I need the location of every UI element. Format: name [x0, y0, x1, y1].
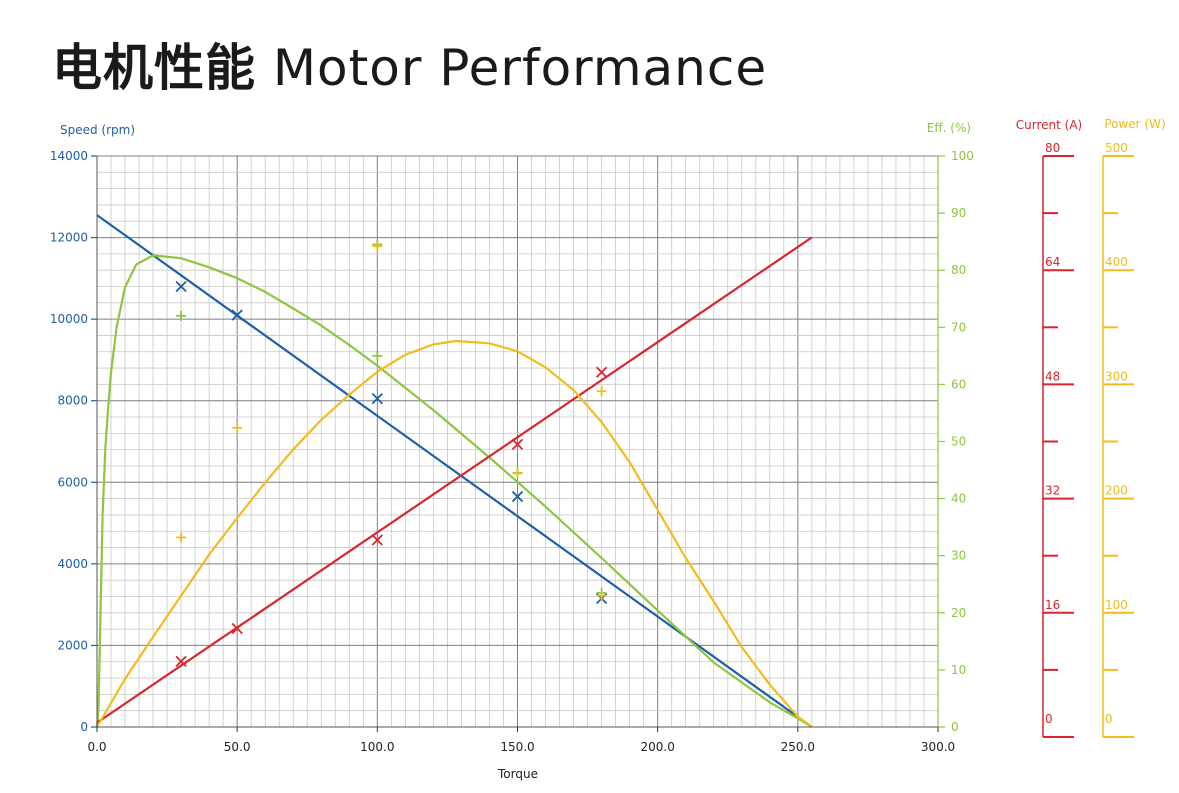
torque-tick-label: 50.0 [224, 740, 251, 754]
efficiency-tick-label: 20 [951, 606, 966, 620]
torque-tick-label: 100.0 [360, 740, 394, 754]
power-tick-label: 500 [1105, 141, 1128, 155]
power-tick-label: 400 [1105, 255, 1128, 269]
data-point-plus [596, 386, 607, 397]
data-point-x [371, 393, 383, 405]
data-point-plus [232, 422, 243, 433]
efficiency-tick-label: 100 [951, 149, 974, 163]
efficiency-tick-label: 80 [951, 263, 966, 277]
marker-stroke [371, 534, 383, 546]
data-point-plus [596, 590, 607, 601]
marker-stroke [231, 309, 243, 321]
marker-stroke [175, 280, 187, 293]
title-chinese: 电机性能 [52, 39, 256, 97]
efficiency-tick-label: 90 [951, 206, 966, 220]
current-tick-label: 32 [1045, 484, 1060, 498]
data-point-plus [512, 468, 523, 479]
page-title: 电机性能 Motor Performance [52, 28, 767, 100]
speed-axis-label: Speed (rpm) [60, 123, 135, 137]
data-point-x [175, 280, 187, 293]
marker-stroke [371, 393, 383, 405]
current-tick-label: 64 [1045, 255, 1060, 269]
marker-stroke [511, 438, 524, 450]
data-point-x [371, 534, 383, 546]
data-point-plus [372, 241, 383, 252]
efficiency-tick-label: 70 [951, 320, 966, 334]
current-tick-label: 48 [1045, 369, 1060, 383]
torque-tick-label: 0.0 [87, 740, 106, 754]
efficiency-tick-label: 0 [951, 720, 959, 734]
efficiency-tick-label: 10 [951, 663, 966, 677]
efficiency-tick-label: 30 [951, 549, 966, 563]
data-point-plus [176, 532, 187, 543]
torque-tick-label: 300.0 [921, 740, 955, 754]
current-tick-label: 0 [1045, 712, 1053, 726]
series-line [96, 339, 813, 728]
speed-tick-label: 10000 [50, 312, 88, 326]
data-point-x [511, 438, 524, 450]
x-axis-label: Torque [497, 767, 538, 781]
chart-grid [96, 155, 939, 728]
marker-stroke [511, 490, 524, 503]
chart-curves [95, 214, 813, 728]
current-axis-label: Current (A) [1016, 118, 1082, 132]
title-english: Motor Performance [272, 39, 768, 97]
speed-tick-label: 8000 [57, 394, 88, 408]
current-tick-label: 80 [1045, 141, 1060, 155]
power-tick-label: 0 [1105, 712, 1113, 726]
series-line [96, 236, 813, 724]
efficiency-tick-label: 40 [951, 492, 966, 506]
data-point-x [175, 655, 187, 667]
chart-markers [175, 239, 608, 667]
speed-tick-label: 12000 [50, 231, 88, 245]
speed-tick-label: 2000 [57, 638, 88, 652]
torque-tick-label: 250.0 [781, 740, 815, 754]
data-point-plus [176, 310, 187, 321]
data-point-x [511, 490, 524, 503]
data-point-x [595, 366, 608, 378]
current-tick-label: 16 [1045, 598, 1060, 612]
marker-stroke [175, 655, 187, 667]
data-point-x [231, 309, 243, 321]
power-tick-label: 300 [1105, 369, 1128, 383]
power-axis-label: Power (W) [1104, 117, 1165, 131]
marker-stroke [231, 622, 243, 635]
power-tick-label: 100 [1105, 598, 1128, 612]
torque-tick-label: 200.0 [640, 740, 674, 754]
marker-stroke [595, 366, 608, 378]
series-line [95, 254, 813, 728]
speed-tick-label: 0 [80, 720, 88, 734]
torque-tick-label: 150.0 [500, 740, 534, 754]
speed-tick-label: 4000 [57, 557, 88, 571]
speed-tick-label: 6000 [57, 475, 88, 489]
speed-tick-label: 14000 [50, 149, 88, 163]
power-tick-label: 200 [1105, 484, 1128, 498]
data-point-plus [372, 350, 383, 361]
efficiency-tick-label: 50 [951, 435, 966, 449]
efficiency-tick-label: 60 [951, 377, 966, 391]
efficiency-axis-label: Eff. (%) [927, 121, 971, 135]
data-point-x [231, 622, 243, 635]
